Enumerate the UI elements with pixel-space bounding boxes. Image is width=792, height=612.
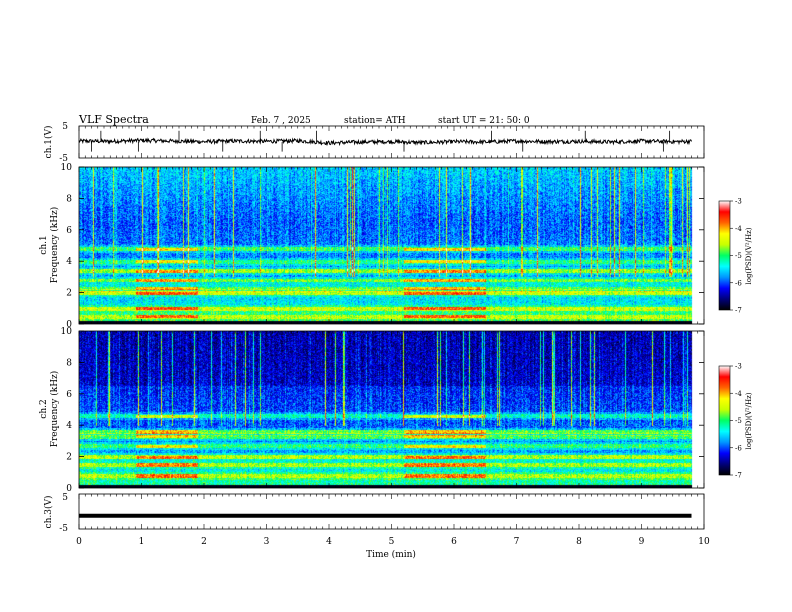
freq-tick-label: 0 xyxy=(66,320,72,330)
freq-tick-label: 2 xyxy=(66,453,72,463)
ch2-colorbar-label: log(PSD)(V²/Hz) xyxy=(745,392,753,449)
colorbar-tick-label: -6 xyxy=(735,444,742,452)
ch2-spectrogram-image xyxy=(79,331,704,488)
time-axis-label: Time (min) xyxy=(366,549,416,560)
freq-tick-label: 6 xyxy=(66,390,72,400)
ch1-spectrogram-ylabel-channel: ch.1 xyxy=(39,235,49,254)
ch2-spectrogram-ylabel-channel: ch.2 xyxy=(39,399,49,418)
ch1-waveform-ylabel: ch.1(V) xyxy=(43,126,54,159)
start-ut-label: start UT = 21: 50: 0 xyxy=(438,116,530,126)
station-label: station= ATH xyxy=(344,116,406,126)
freq-tick-label: 10 xyxy=(61,327,73,337)
freq-tick-label: 6 xyxy=(66,226,72,236)
ch1-spectrogram-ylabel-frequency: Frequency (kHz) xyxy=(49,207,60,284)
time-axis-ticks: 0 1 2 3 4 5 6 7 8 9 10 xyxy=(76,126,710,547)
ch3-ytick-top: 5 xyxy=(62,493,68,503)
ch3-waveform-frame xyxy=(78,493,705,530)
time-tick-label: 5 xyxy=(389,537,395,547)
ch3-ytick-bottom: -5 xyxy=(59,524,68,534)
ch1-waveform-spikes xyxy=(91,130,671,152)
freq-tick-label: 2 xyxy=(66,289,72,299)
colorbar-tick-label: -3 xyxy=(735,363,742,371)
time-tick-label: 6 xyxy=(451,537,457,547)
colorbar-tick-label: -6 xyxy=(735,279,742,287)
freq-tick-label: 10 xyxy=(61,163,73,173)
ch1-waveform-panel: 5 -5 ch.1(V) xyxy=(43,122,705,164)
ch1-waveform-line xyxy=(78,137,692,147)
ch1-colorbar-label: log(PSD)(V²/Hz) xyxy=(745,227,753,284)
time-tick-label: 2 xyxy=(201,537,207,547)
time-tick-label: 3 xyxy=(264,537,270,547)
freq-tick-label: 8 xyxy=(66,194,72,204)
freq-tick-label: 4 xyxy=(66,421,72,431)
ch1-ytick-top: 5 xyxy=(62,122,68,132)
colorbar-tick-label: -7 xyxy=(735,472,742,480)
time-tick-label: 1 xyxy=(139,537,145,547)
colorbar-tick-label: -4 xyxy=(735,390,742,398)
ch1-spectrogram-yticks: 0 2 4 6 8 10 xyxy=(61,163,704,330)
ch2-spectrogram-yticks: 0 2 4 6 8 10 xyxy=(61,327,704,494)
ch1-colorbar xyxy=(719,201,730,310)
ch2-colorbar-ticks: -3 -4 -5 -6 -7 xyxy=(730,363,742,480)
colorbar-tick-label: -7 xyxy=(735,307,742,315)
time-tick-label: 7 xyxy=(514,537,520,547)
ch2-spectrogram-ylabel-frequency: Frequency (kHz) xyxy=(49,371,60,448)
time-tick-label: 10 xyxy=(698,537,710,547)
ch1-colorbar-ticks: -3 -4 -5 -6 -7 xyxy=(730,198,742,315)
colorbar-tick-label: -4 xyxy=(735,225,742,233)
time-tick-label: 0 xyxy=(76,537,82,547)
ch2-colorbar xyxy=(719,366,730,475)
time-tick-label: 4 xyxy=(326,537,332,547)
time-tick-label: 9 xyxy=(639,537,645,547)
ch1-spectrogram-image xyxy=(79,167,704,324)
date-label: Feb. 7 , 2025 xyxy=(251,116,311,126)
ch3-waveform-ylabel: ch.3(V) xyxy=(43,496,54,529)
ch3-waveform-panel: 5 -5 ch.3(V) xyxy=(43,493,705,534)
freq-tick-label: 8 xyxy=(66,358,72,368)
freq-tick-label: 4 xyxy=(66,257,72,267)
colorbar-tick-label: -3 xyxy=(735,198,742,206)
freq-tick-label: 0 xyxy=(66,484,72,494)
figure-title: VLF Spectra xyxy=(78,113,149,126)
colorbar-tick-label: -5 xyxy=(735,417,742,425)
ch1-ytick-bottom: -5 xyxy=(59,154,68,164)
colorbar-tick-label: -5 xyxy=(735,252,742,260)
time-tick-label: 8 xyxy=(576,537,582,547)
